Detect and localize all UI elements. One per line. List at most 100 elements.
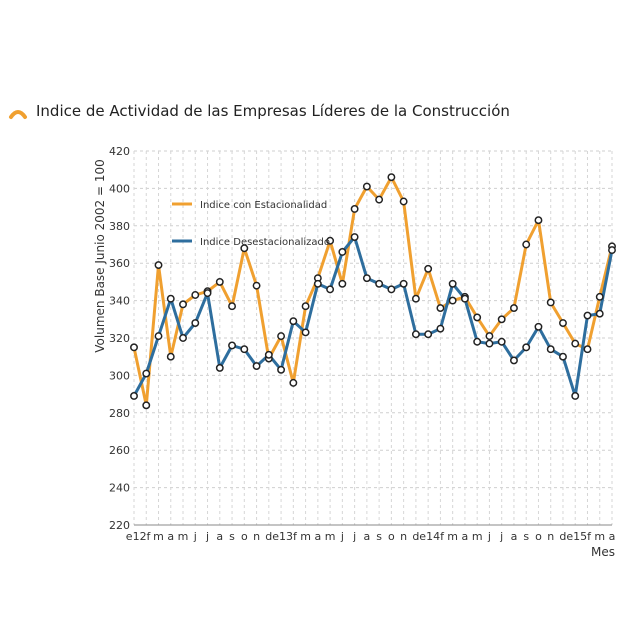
data-point-desestacionalizado	[522, 343, 531, 352]
data-point-desestacionalizado	[608, 246, 616, 255]
data-point-estacionalidad	[154, 261, 163, 270]
data-point-estacionalidad	[571, 339, 580, 348]
title-icon	[9, 110, 27, 119]
data-point-estacionalidad	[595, 292, 604, 301]
data-point-desestacionalizado	[497, 337, 506, 346]
data-point-estacionalidad	[473, 313, 482, 322]
x-tick-label: j	[499, 530, 503, 543]
data-point-desestacionalizado	[215, 363, 224, 372]
series-points	[130, 173, 616, 410]
x-tick-label: s	[376, 530, 382, 543]
x-tick-label: o	[388, 530, 395, 543]
data-point-desestacionalizado	[179, 334, 187, 342]
x-axis-title: Mes	[591, 545, 615, 559]
x-tick-label: n	[400, 530, 407, 543]
data-point-estacionalidad	[301, 302, 310, 311]
x-tick-label: a	[314, 530, 321, 543]
y-tick-label: 300	[109, 369, 130, 382]
data-point-desestacionalizado	[460, 294, 469, 303]
data-point-estacionalidad	[534, 216, 543, 225]
data-point-desestacionalizado	[509, 356, 518, 365]
data-point-desestacionalizado	[289, 317, 298, 326]
legend-label-estacionalidad: Indice con Estacionalidad	[200, 200, 327, 211]
data-point-desestacionalizado	[130, 392, 138, 400]
data-point-estacionalidad	[228, 302, 237, 311]
data-point-estacionalidad	[411, 294, 420, 303]
x-tick-label: n	[253, 530, 260, 543]
x-tick-label: j	[352, 530, 356, 543]
y-axis-ticks: 220 240 260 280 300 320 340 360 380 400 420	[109, 145, 130, 532]
y-tick-label: 360	[109, 257, 130, 270]
data-point-desestacionalizado	[142, 369, 151, 378]
data-point-estacionalidad	[497, 315, 506, 324]
data-point-estacionalidad	[424, 264, 433, 273]
data-point-estacionalidad	[448, 296, 457, 305]
data-point-estacionalidad	[142, 401, 151, 410]
data-point-estacionalidad	[546, 298, 555, 307]
data-point-desestacionalizado	[559, 352, 567, 361]
y-tick-label: 280	[109, 407, 130, 420]
x-tick-label: m	[178, 530, 189, 543]
data-point-estacionalidad	[559, 319, 567, 327]
x-tick-label: de15f	[559, 530, 592, 543]
data-point-estacionalidad	[387, 173, 396, 182]
y-tick-label: 420	[109, 145, 130, 158]
data-point-desestacionalizado	[313, 279, 322, 288]
data-point-desestacionalizado	[191, 319, 200, 327]
x-tick-label: a	[609, 530, 616, 543]
x-tick-label: j	[205, 530, 209, 543]
x-tick-label: s	[229, 530, 235, 543]
x-tick-label: m	[472, 530, 483, 543]
data-point-desestacionalizado	[166, 294, 175, 303]
data-point-desestacionalizado	[436, 324, 445, 333]
x-tick-label: a	[167, 530, 174, 543]
data-point-desestacionalizado	[277, 365, 286, 374]
data-point-estacionalidad	[179, 300, 187, 309]
x-tick-label: s	[523, 530, 529, 543]
data-point-desestacionalizado	[338, 248, 347, 256]
x-tick-label: j	[193, 530, 197, 543]
y-tick-label: 260	[109, 444, 130, 457]
x-axis-ticks: e12f m a m j j a s o n de13f m a m j j a s o n de14f m a m j j a s o…	[126, 530, 616, 543]
data-point-desestacionalizado	[362, 274, 371, 283]
x-tick-label: a	[511, 530, 518, 543]
data-point-desestacionalizado	[571, 392, 580, 400]
data-point-desestacionalizado	[534, 322, 543, 331]
data-point-desestacionalizado	[448, 279, 457, 288]
grid	[133, 150, 613, 526]
data-point-desestacionalizado	[546, 345, 555, 354]
series-line-desestacionalizado	[132, 235, 614, 398]
data-point-estacionalidad	[509, 304, 518, 313]
data-point-desestacionalizado	[485, 339, 494, 348]
data-point-desestacionalizado	[424, 330, 433, 339]
data-point-desestacionalizado	[264, 350, 273, 359]
y-tick-label: 240	[109, 482, 130, 495]
data-point-desestacionalizado	[301, 328, 310, 337]
data-point-estacionalidad	[240, 244, 249, 253]
data-point-desestacionalizado	[399, 279, 408, 288]
data-point-desestacionalizado	[583, 311, 592, 320]
x-tick-label: a	[216, 530, 223, 543]
x-tick-label: m	[300, 530, 311, 543]
data-point-estacionalidad	[436, 304, 445, 313]
orange-arc-icon	[9, 110, 27, 119]
data-point-estacionalidad	[130, 343, 138, 352]
legend: Indice con Estacionalidad Indice Desesta…	[172, 200, 330, 248]
data-point-desestacionalizado	[154, 332, 163, 341]
x-tick-label: e12f	[126, 530, 152, 543]
x-tick-label: m	[594, 530, 605, 543]
chart-title: Indice de Actividad de las Empresas Líde…	[36, 102, 510, 120]
x-tick-label: m	[447, 530, 458, 543]
x-tick-label: de13f	[265, 530, 298, 543]
data-point-estacionalidad	[166, 352, 175, 361]
data-point-estacionalidad	[326, 236, 335, 245]
x-tick-label: j	[487, 530, 491, 543]
y-axis-title: Volumen Base Junio 2002 = 100	[93, 159, 107, 352]
legend-label-desestacionalizado: Indice Desestacionalizado	[200, 237, 330, 248]
data-point-estacionalidad	[252, 281, 261, 290]
data-point-estacionalidad	[375, 195, 384, 204]
series-lines	[132, 175, 614, 407]
data-point-desestacionalizado	[252, 362, 261, 370]
